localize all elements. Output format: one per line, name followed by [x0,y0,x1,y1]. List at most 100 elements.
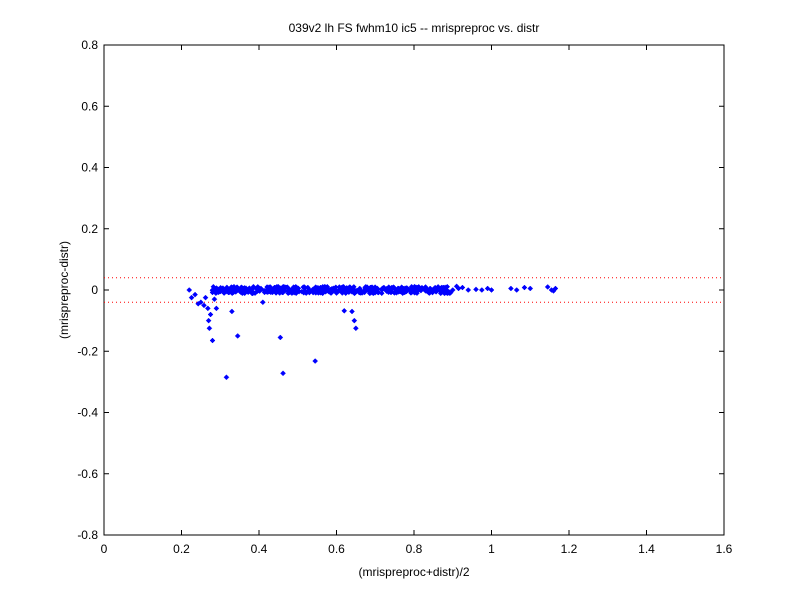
chart-title: 039v2 lh FS fwhm10 ic5 -- mrispreproc vs… [289,21,540,35]
x-tick-label: 1 [488,542,495,556]
data-point [409,286,415,293]
data-point [521,284,528,291]
y-tick-label: 0.2 [81,222,98,236]
y-tick-label: -0.2 [77,344,98,358]
data-point [444,283,451,290]
data-point [399,290,406,297]
data-point [206,325,213,332]
x-tick-label: 1.4 [638,542,655,556]
data-point [349,308,355,315]
data-point [288,287,295,293]
data-point [484,285,491,292]
x-tick-label: 1.2 [561,542,578,556]
data-point [279,286,285,293]
data-point [319,288,326,295]
data-point [266,284,272,291]
data-point [216,286,223,293]
x-tick-label: 1.6 [716,542,733,556]
y-tick-label: 0.4 [81,161,98,175]
data-point [413,284,420,291]
y-tick-label: -0.6 [77,467,98,481]
data-point [544,284,551,290]
data-point [312,358,319,364]
data-points [186,283,559,381]
data-point [309,286,316,293]
data-point [207,311,214,318]
data-point [234,284,240,291]
x-axis-label: (mrispreproc+distr)/2 [358,565,469,579]
data-point [229,308,235,315]
data-point [437,290,444,297]
y-tick-label: 0.8 [81,38,98,52]
data-point [276,290,283,296]
data-point [429,288,436,294]
data-point [209,337,216,344]
data-point [473,286,479,293]
data-point [478,287,485,293]
data-point [305,288,311,295]
data-point [224,284,230,291]
y-tick-label: -0.8 [77,528,98,542]
data-point [188,294,195,301]
data-point [403,285,410,292]
x-tick-label: 0.6 [328,542,345,556]
x-tick-label: 0.2 [173,542,190,556]
data-point [269,289,276,296]
data-point [312,284,319,291]
data-point [353,325,359,332]
data-point [375,289,382,296]
reference-lines [104,277,724,303]
data-point [210,286,217,293]
data-point [211,296,218,303]
data-point [459,284,466,291]
x-axis-ticks: 0 0.2 0.4 0.6 0.8 1 1.2 1.4 1.6 [101,45,733,556]
data-point [205,317,212,324]
data-point [225,289,232,296]
data-point [204,305,211,312]
data-point [386,287,393,293]
data-point [260,299,266,306]
data-point [364,284,370,290]
data-point [333,284,339,291]
data-point [249,289,256,295]
data-point [527,285,534,292]
y-tick-label: 0 [91,283,98,297]
data-point [333,289,340,295]
data-point [372,285,379,292]
data-point [380,285,387,292]
data-point [347,284,353,290]
data-point [441,290,448,297]
data-point [446,290,453,297]
data-point [198,299,204,306]
data-point [508,285,514,292]
y-tick-label: -0.4 [77,406,98,420]
data-point [271,284,278,291]
data-point [223,374,230,381]
data-point [201,302,207,309]
data-point [275,283,282,290]
data-point [340,287,347,293]
data-point [312,290,319,296]
y-axis-label: (mrispreproc-distr) [57,241,71,339]
data-point [299,288,305,295]
data-point [202,294,209,301]
data-point [552,285,559,292]
data-point [367,290,374,296]
data-point [254,284,261,290]
data-point [465,287,472,293]
data-point [192,291,198,298]
data-point [351,317,358,324]
data-point [301,285,308,291]
data-point [243,285,249,292]
data-point [186,287,193,293]
y-axis-ticks: -0.8 -0.6 -0.4 -0.2 0 0.2 0.4 0.6 0.8 [77,38,724,542]
data-point [421,286,427,293]
x-tick-label: 0.8 [406,542,423,556]
data-point [488,287,495,293]
data-point [394,286,401,292]
data-point [513,287,520,293]
data-point [341,307,348,314]
data-point [213,305,220,312]
data-point [256,288,263,294]
